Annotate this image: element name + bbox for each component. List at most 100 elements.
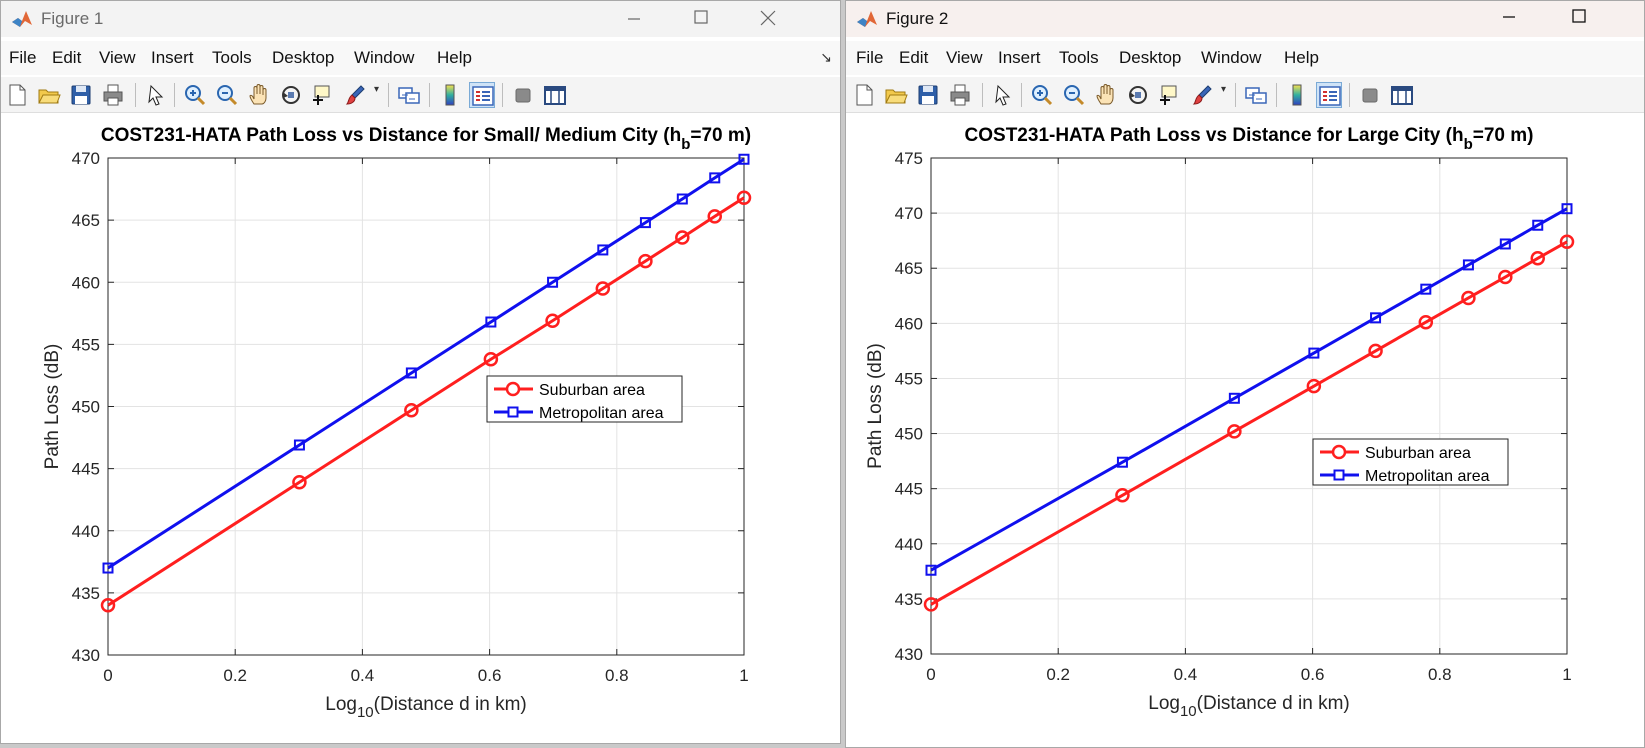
pointer-button[interactable] [990, 82, 1016, 108]
colorbar-button[interactable] [1284, 82, 1310, 108]
series-1-point[interactable] [545, 313, 560, 329]
series-1-point[interactable] [707, 209, 722, 224]
series-1-point[interactable] [736, 190, 752, 206]
data-cursor-button[interactable] [310, 82, 336, 108]
menu-window[interactable]: Window [1201, 48, 1262, 67]
menu-desktop[interactable]: Desktop [1119, 48, 1182, 67]
legend-box[interactable] [1312, 438, 1509, 486]
axes-background[interactable] [931, 158, 1567, 654]
menu-insert[interactable]: Insert [998, 48, 1041, 67]
series-1-point[interactable] [638, 253, 653, 269]
minimize-button[interactable] [1486, 1, 1532, 37]
series-1-point[interactable] [100, 598, 116, 613]
rotate-3d-button[interactable] [1125, 82, 1151, 108]
series-1-point[interactable] [675, 230, 690, 245]
menu-file[interactable]: File [9, 48, 37, 67]
new-file-button[interactable] [4, 82, 30, 108]
legend-button[interactable] [1316, 82, 1342, 108]
series-1-point[interactable] [404, 402, 419, 418]
menu-help[interactable]: Help [437, 48, 472, 67]
title-bar[interactable]: Figure 2 [846, 1, 1644, 37]
series-2-point[interactable] [1532, 219, 1544, 231]
series-2-point[interactable] [1462, 259, 1474, 271]
series-2-point[interactable] [485, 316, 497, 328]
series-1-point[interactable] [1559, 234, 1575, 250]
rotate-3d-button[interactable] [278, 82, 304, 108]
legend-box[interactable] [486, 375, 683, 423]
series-line-1[interactable] [107, 196, 745, 607]
series-1-point[interactable] [1306, 378, 1322, 394]
menu-view[interactable]: View [946, 48, 983, 67]
maximize-button[interactable] [678, 1, 724, 37]
link-plot-button[interactable] [1243, 82, 1269, 108]
pointer-button[interactable] [143, 82, 169, 108]
series-2-point[interactable] [709, 172, 721, 184]
series-2-point[interactable] [676, 193, 688, 205]
menu-desktop[interactable]: Desktop [272, 48, 335, 67]
save-button[interactable] [915, 82, 941, 108]
series-1-point[interactable] [1115, 488, 1130, 503]
series-1-point[interactable] [1461, 290, 1476, 306]
series-1-point[interactable] [595, 281, 611, 296]
series-1-point[interactable] [1227, 424, 1242, 439]
series-2-point[interactable] [738, 153, 750, 165]
zoom-out-button[interactable] [214, 82, 240, 108]
series-1-point[interactable] [923, 597, 939, 612]
brush-dropdown-icon[interactable]: ▾ [1221, 84, 1227, 95]
dock-arrow-icon[interactable]: ↘ [820, 49, 832, 65]
new-file-button[interactable] [851, 82, 877, 108]
menu-view[interactable]: View [99, 48, 136, 67]
legend-button[interactable] [469, 82, 495, 108]
series-1-point[interactable] [292, 475, 307, 490]
menu-insert[interactable]: Insert [151, 48, 194, 67]
brush-button[interactable] [1189, 82, 1215, 108]
menu-edit[interactable]: Edit [52, 48, 82, 67]
menu-tools[interactable]: Tools [212, 48, 252, 67]
open-folder-button[interactable] [883, 82, 909, 108]
series-1-point[interactable] [1368, 343, 1383, 359]
brush-button[interactable] [342, 82, 368, 108]
show-plot-tools-button[interactable] [1389, 82, 1415, 108]
print-button[interactable] [947, 82, 973, 108]
series-1-point[interactable] [1418, 314, 1434, 330]
maximize-button[interactable] [1556, 1, 1602, 37]
series-2-point[interactable] [639, 217, 651, 229]
open-folder-button[interactable] [36, 82, 62, 108]
series-2-point[interactable] [547, 276, 559, 288]
series-2-point[interactable] [1228, 392, 1240, 404]
series-2-point[interactable] [293, 439, 305, 451]
series-2-point[interactable] [102, 562, 114, 574]
menu-tools[interactable]: Tools [1059, 48, 1099, 67]
series-1-point[interactable] [483, 352, 499, 367]
print-button[interactable] [100, 82, 126, 108]
series-2-point[interactable] [1499, 238, 1511, 250]
zoom-in-button[interactable] [1029, 82, 1055, 108]
pan-hand-button[interactable] [246, 82, 272, 108]
series-1-point[interactable] [1498, 269, 1513, 285]
hide-plot-tools-button[interactable] [1357, 82, 1383, 108]
series-line-1[interactable] [930, 240, 1568, 606]
series-1-point[interactable] [1530, 251, 1545, 266]
brush-dropdown-icon[interactable]: ▾ [374, 84, 380, 95]
series-2-point[interactable] [405, 367, 417, 379]
menu-help[interactable]: Help [1284, 48, 1319, 67]
zoom-out-button[interactable] [1061, 82, 1087, 108]
series-line-2[interactable] [107, 157, 745, 570]
show-plot-tools-button[interactable] [542, 82, 568, 108]
menu-edit[interactable]: Edit [899, 48, 929, 67]
series-2-point[interactable] [597, 244, 609, 256]
minimize-button[interactable] [611, 1, 657, 37]
title-bar[interactable]: Figure 1 [1, 1, 840, 37]
save-button[interactable] [68, 82, 94, 108]
colorbar-button[interactable] [437, 82, 463, 108]
zoom-in-button[interactable] [182, 82, 208, 108]
series-2-point[interactable] [1308, 347, 1320, 359]
series-2-point[interactable] [1116, 456, 1128, 468]
link-plot-button[interactable] [396, 82, 422, 108]
menu-file[interactable]: File [856, 48, 884, 67]
close-button[interactable] [745, 1, 791, 37]
series-2-point[interactable] [1561, 203, 1573, 215]
menu-window[interactable]: Window [354, 48, 415, 67]
pan-hand-button[interactable] [1093, 82, 1119, 108]
series-2-point[interactable] [925, 564, 937, 576]
